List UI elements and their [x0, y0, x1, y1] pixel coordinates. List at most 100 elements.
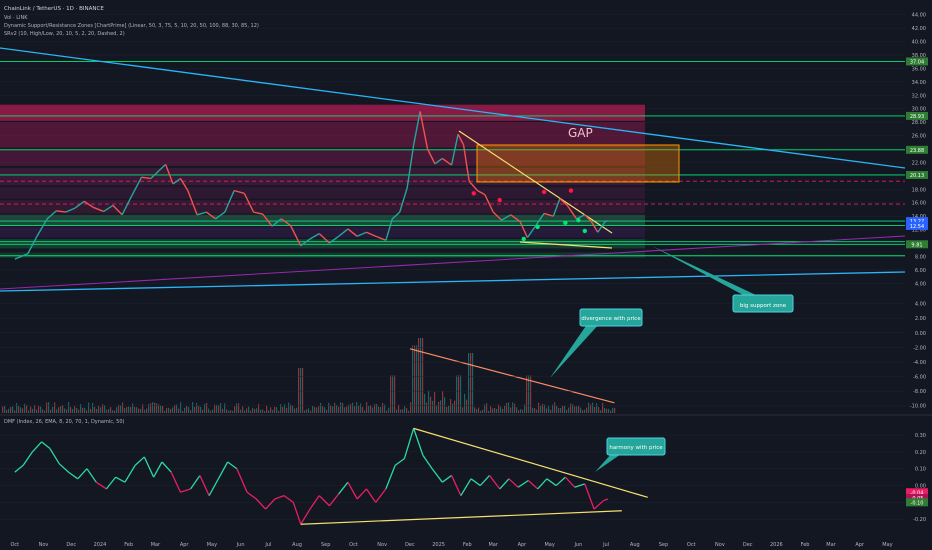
volume-bar: [318, 406, 320, 413]
volume-bar: [510, 407, 512, 413]
volume-bar: [466, 399, 468, 413]
indicator-line-srv2: SRv2 (10, High/Low, 20, 10, 5, 2, 20, Da…: [4, 31, 125, 37]
volume-bar: [190, 410, 192, 413]
price-segment: [566, 205, 578, 220]
dmf-segment: [22, 451, 33, 466]
volume-bar: [238, 403, 240, 413]
price-segment: [141, 176, 151, 180]
volume-bar: [314, 407, 316, 413]
price-tick-label: 32.00: [912, 93, 926, 99]
price-segment: [243, 193, 255, 213]
volume-bar: [366, 402, 368, 413]
volume-bar: [12, 406, 14, 413]
volume-bar: [610, 410, 612, 413]
price-segment: [385, 218, 394, 241]
volume-bar: [216, 404, 218, 413]
volume-tick-label: -8.00: [913, 389, 926, 395]
volume-bar: [456, 375, 458, 413]
dmf-segment: [365, 488, 377, 503]
dmf-tag-label: -0.10: [911, 500, 924, 506]
dmf-segment: [431, 468, 443, 483]
volume-bar: [102, 404, 104, 413]
volume-bar: [448, 405, 450, 413]
volume-tick-label: -4.00: [913, 360, 926, 366]
dmf-tick-label: 0.10: [915, 467, 926, 473]
volume-bar: [150, 403, 152, 413]
volume-bar: [32, 408, 34, 413]
time-tick-label: May: [207, 542, 217, 548]
dmf-segment: [564, 476, 576, 488]
dmf-segment: [86, 468, 97, 483]
price-segment: [300, 238, 311, 247]
volume-bar: [38, 405, 40, 413]
dmf-segment: [115, 476, 126, 483]
volume-bar: [68, 402, 70, 413]
volume-bar: [522, 409, 524, 413]
volume-bar: [600, 410, 602, 413]
volume-bar: [112, 410, 114, 413]
indicator-line-zones: Dynamic Support/Resistance Zones [ChartP…: [4, 23, 259, 29]
price-segment: [196, 211, 207, 216]
volume-bar: [202, 409, 204, 413]
volume-bar: [494, 407, 496, 413]
price-segment: [534, 213, 545, 228]
volume-bar: [26, 405, 28, 413]
volume-tick-label: 2.00: [915, 316, 926, 322]
price-segment: [280, 218, 291, 227]
volume-bar: [332, 406, 334, 413]
time-tick-label: Dec: [743, 542, 753, 548]
volume-bar: [164, 410, 166, 413]
price-segment: [112, 204, 123, 216]
volume-bar: [292, 405, 294, 413]
volume-bar: [88, 402, 90, 413]
price-segment: [462, 144, 470, 182]
volume-bar: [252, 407, 254, 413]
price-tick-label: 22.00: [912, 160, 926, 166]
volume-bar: [298, 368, 300, 413]
volume-bar: [282, 406, 284, 413]
volume-bar: [226, 409, 228, 413]
volume-bar: [184, 407, 186, 413]
price-segment: [492, 211, 503, 221]
volume-bar: [206, 402, 208, 413]
volume-bar: [612, 407, 614, 413]
volume-bar: [442, 390, 444, 413]
volume-bar: [246, 408, 248, 413]
price-tick-label: 18.00: [912, 187, 926, 193]
volume-bar: [594, 406, 596, 413]
volume-bar: [76, 408, 78, 413]
volume-bar: [128, 406, 130, 413]
price-segment: [172, 177, 181, 185]
yellow-support-line: [519, 241, 613, 249]
dmf-segment: [338, 481, 349, 495]
time-tick-label: 2025: [432, 542, 445, 548]
dmf-segment: [356, 488, 367, 500]
volume-bar: [454, 400, 456, 413]
price-segment: [356, 231, 367, 237]
signal-dot: [563, 220, 568, 226]
volume-bar: [590, 404, 592, 413]
volume-bar: [182, 410, 184, 413]
dmf-segment: [603, 498, 609, 502]
volume-bar: [284, 404, 286, 413]
harmony-box: [606, 437, 666, 456]
volume-bar: [364, 410, 366, 413]
dmf-segment: [375, 488, 387, 503]
volume-bar: [106, 409, 108, 413]
volume-bar: [230, 410, 232, 413]
price-tick-label: 16.00: [912, 201, 926, 207]
volume-bar: [196, 403, 198, 413]
volume-bar: [132, 403, 134, 413]
time-tick-label: Apr: [180, 542, 190, 548]
volume-bar: [54, 402, 56, 413]
price-segment: [215, 211, 226, 220]
dmf-segment: [14, 464, 24, 473]
dmf-segment: [328, 493, 340, 507]
price-segment: [164, 164, 174, 185]
volume-bar: [358, 405, 360, 413]
volume-bar: [374, 404, 376, 413]
ascending-trendline: [0, 271, 906, 292]
dmf-upper-trendline: [413, 427, 648, 498]
trend-lines: [0, 47, 906, 292]
